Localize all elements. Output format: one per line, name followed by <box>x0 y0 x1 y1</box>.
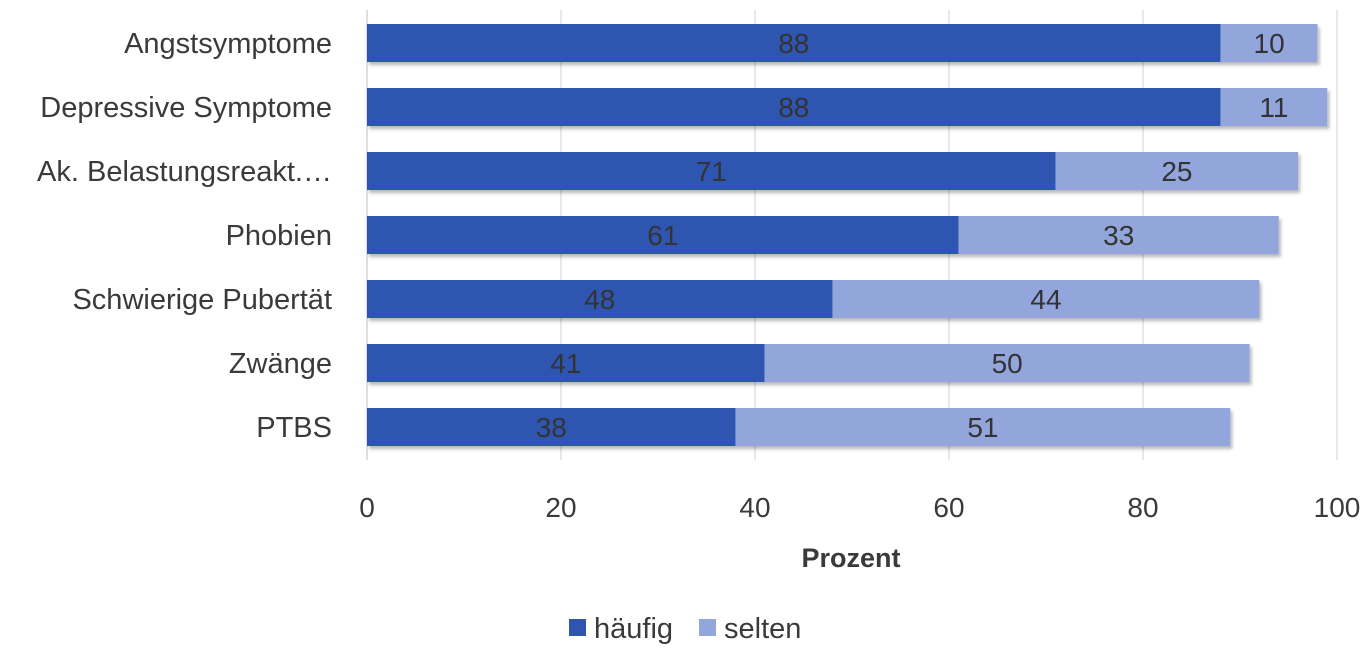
bar-selten <box>764 344 1250 382</box>
x-tick-label: 80 <box>1127 492 1158 523</box>
data-label: 41 <box>550 348 581 379</box>
category-label: Angstsymptome <box>124 28 332 60</box>
bar-row: 88 11 <box>367 88 1328 126</box>
legend-swatch <box>569 619 586 636</box>
bar-häufig <box>367 24 1221 62</box>
data-label: 44 <box>1030 284 1061 315</box>
data-label: 61 <box>647 220 678 251</box>
x-tick-label: 0 <box>359 492 375 523</box>
data-label: 10 <box>1254 28 1285 59</box>
bar-selten <box>832 280 1260 318</box>
bar-häufig <box>367 344 765 382</box>
data-label: 51 <box>967 412 998 443</box>
data-label: 50 <box>992 348 1023 379</box>
data-label: 33 <box>1103 220 1134 251</box>
data-label: 25 <box>1161 156 1192 187</box>
bar-row: 71 25 <box>367 152 1299 190</box>
category-label: Phobien <box>226 220 332 252</box>
bar-row: 88 10 <box>367 24 1318 62</box>
x-tick-label: 100 <box>1314 492 1361 523</box>
bar-häufig <box>367 280 833 318</box>
bar-häufig <box>367 216 959 254</box>
bar-row: 48 44 <box>367 280 1260 318</box>
bar-selten <box>735 408 1231 446</box>
x-tick-label: 40 <box>739 492 770 523</box>
data-label: 71 <box>696 156 727 187</box>
bar-selten <box>1220 88 1328 126</box>
legend: häufig selten <box>569 613 801 645</box>
bar-row: 61 33 <box>367 216 1279 254</box>
bar-häufig <box>367 88 1221 126</box>
category-label: PTBS <box>256 412 332 444</box>
category-label: Zwänge <box>229 348 332 380</box>
legend-label: häufig <box>594 613 673 645</box>
category-label: Depressive Symptome <box>40 92 332 124</box>
bar-row: 41 50 <box>367 344 1250 382</box>
bar-selten <box>1055 152 1299 190</box>
x-tick-label: 60 <box>933 492 964 523</box>
data-label: 48 <box>584 284 615 315</box>
category-label: Schwierige Pubertät <box>72 284 332 316</box>
bar-häufig <box>367 152 1056 190</box>
legend-label: selten <box>724 613 801 645</box>
bar-row: 38 51 <box>367 408 1231 446</box>
x-axis-title: Prozent <box>801 543 900 573</box>
value-axis: 0 20 40 60 80 100 <box>359 492 1360 523</box>
bar-selten <box>1220 24 1318 62</box>
bar-häufig <box>367 408 736 446</box>
x-tick-label: 20 <box>545 492 576 523</box>
data-label: 38 <box>536 412 567 443</box>
category-axis: Angstsymptome Depressive Symptome Ak. Bela… <box>37 28 332 444</box>
data-label: 88 <box>778 92 809 123</box>
data-label: 11 <box>1259 92 1288 123</box>
bar-area: 88 10 88 11 71 25 61 33 48 44 41 50 38 51 <box>367 24 1328 446</box>
category-label: Ak. Belastungsreakt.… <box>37 156 332 188</box>
bar-selten <box>958 216 1279 254</box>
legend-swatch <box>699 619 717 636</box>
data-label: 88 <box>778 28 809 59</box>
